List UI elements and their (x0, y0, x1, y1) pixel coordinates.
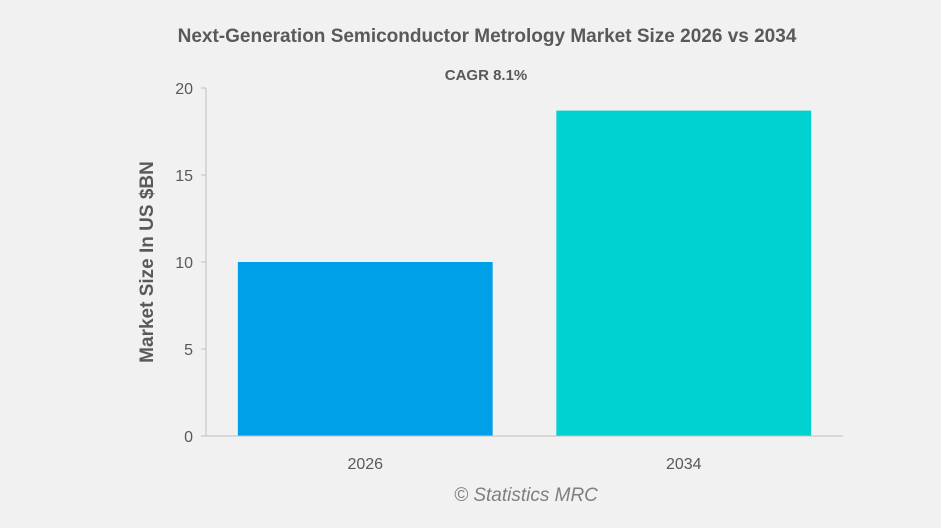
x-tick-label-2034: 2034 (666, 456, 702, 473)
x-axis-ticks: 2026 2034 (347, 456, 701, 473)
y-tick-label: 10 (175, 255, 193, 272)
y-axis-title: Market Size In US $BN (137, 161, 158, 363)
bar-2034 (556, 110, 812, 437)
chart-title: Next-Generation Semiconductor Metrology … (177, 26, 797, 47)
y-tick-label: 5 (184, 342, 193, 359)
bar-2026 (237, 262, 493, 436)
y-tick-label: 20 (175, 81, 193, 98)
x-tick-label-2026: 2026 (347, 456, 383, 473)
bars (237, 110, 812, 437)
watermark: © Statistics MRC (454, 485, 598, 506)
y-tick-label: 0 (184, 429, 193, 446)
y-axis-ticks: 0 5 10 15 20 (175, 81, 206, 446)
y-tick-label: 15 (175, 168, 193, 185)
chart-subtitle: CAGR 8.1% (444, 67, 528, 84)
